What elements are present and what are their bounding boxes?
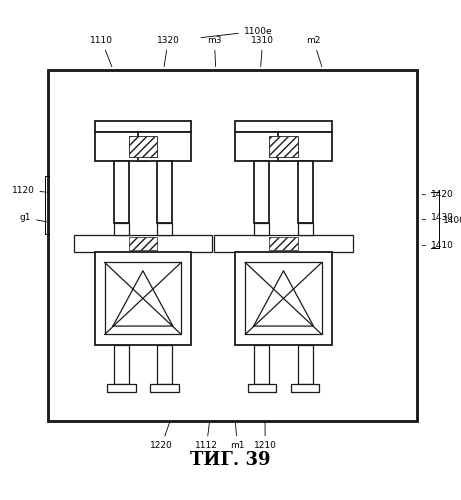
Bar [95, 121, 191, 132]
Bar [248, 384, 276, 392]
Text: g1: g1 [20, 213, 47, 222]
Text: 1210: 1210 [254, 422, 277, 450]
Text: 1420: 1420 [422, 190, 454, 199]
Bar [235, 132, 289, 161]
Bar [157, 344, 172, 384]
Bar [95, 252, 191, 344]
Text: 1100e: 1100e [201, 26, 272, 38]
Bar [114, 344, 129, 384]
Bar [95, 132, 148, 161]
Bar [254, 344, 269, 384]
Bar [157, 224, 172, 235]
Bar [74, 235, 212, 252]
Text: 1430: 1430 [422, 213, 454, 222]
Bar [245, 262, 322, 334]
Bar [48, 70, 417, 420]
Text: m1: m1 [230, 422, 245, 450]
Bar [107, 384, 136, 392]
Text: m3: m3 [207, 36, 222, 66]
Bar [254, 224, 269, 235]
Bar [235, 121, 332, 132]
Text: 1410: 1410 [422, 241, 454, 250]
Bar [278, 132, 332, 161]
Text: 1320: 1320 [157, 36, 180, 66]
Text: 1110: 1110 [90, 36, 113, 66]
Bar [269, 136, 298, 158]
Bar [105, 262, 181, 334]
Bar [129, 237, 157, 250]
Bar [254, 161, 269, 224]
Bar [157, 161, 172, 224]
Bar [235, 252, 332, 344]
Text: m2: m2 [306, 36, 322, 66]
Bar [48, 70, 417, 420]
Bar [129, 136, 157, 158]
Bar [291, 384, 319, 392]
Bar [269, 237, 298, 250]
Bar [150, 384, 179, 392]
Text: 1112: 1112 [195, 422, 218, 450]
Bar [298, 224, 313, 235]
Bar [114, 224, 129, 235]
Bar [298, 161, 313, 224]
Text: 1310: 1310 [251, 36, 274, 66]
Text: 1400: 1400 [443, 216, 461, 224]
Text: 1120: 1120 [12, 186, 47, 194]
Bar [114, 161, 129, 224]
Bar [214, 235, 353, 252]
Bar [138, 132, 191, 161]
Text: 1220: 1220 [150, 422, 173, 450]
Text: ΤИГ. 39: ΤИГ. 39 [190, 451, 271, 469]
Bar [298, 344, 313, 384]
